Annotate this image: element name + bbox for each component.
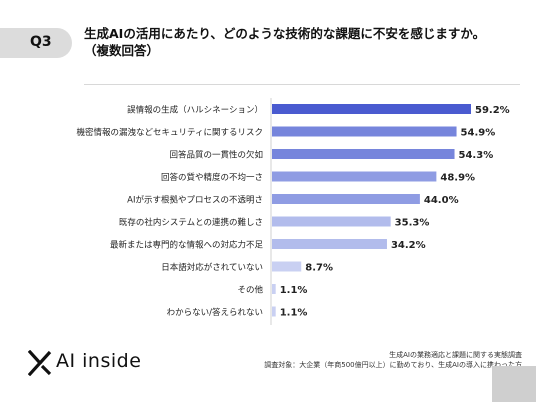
question-note: （複数回答） [84,43,160,58]
value-label: 8.7% [305,263,333,274]
survey-title: 生成AIの業務適応と課題に関する実態調査 [389,351,522,359]
value-label: 59.2% [475,105,510,116]
bar [272,261,302,272]
category-label: 機密情報の漏洩などセキュリティに関するリスク [77,127,264,138]
category-label: わからない/答えられない [167,307,263,318]
value-label: 1.1% [280,308,308,319]
category-label: 誤情報の生成（ハルシネーション） [127,105,263,116]
question-text: 生成AIの活用にあたり、どのような技術的な課題に不安を感じますか。 （複数回答） [84,25,524,59]
bar-chart: 誤情報の生成（ハルシネーション） 59.2% 機密情報の漏洩などセキュリティに関する… [77,98,510,325]
bar [272,194,420,204]
logo-text: AI inside [56,350,142,372]
survey-target-prefix: 調査対象：大企業（年商500億円以上） [264,361,390,369]
question-title: 生成AIの活用にあたり、どのような技術的な課題に不安を感じますか。 [84,26,486,41]
bar [272,171,437,182]
survey-footnote: 生成AIの業務適応と課題に関する実態調査 調査対象：大企業（年商500億円以上）… [222,350,522,380]
category-label: 回答の質や精度の不均一さ [161,172,263,183]
bar [272,104,471,114]
value-label: 1.1% [280,285,308,296]
sample-size: n=184 [222,370,522,380]
question-badge: Q3 [0,28,72,58]
survey-target: 調査対象：大企業（年商500億円以上）に勤めており、生成AIの導入に携わった方 [222,360,522,370]
category-label: その他 [237,285,263,296]
bar [272,149,455,159]
value-label: 48.9% [440,173,475,184]
value-label: 35.3% [395,218,430,229]
bar [272,126,457,137]
survey-target-suffix: に勤めており、生成AIの導入に携わった方 [389,361,522,369]
value-label: 44.0% [424,195,459,206]
category-label: 最新または専門的な情報への対応力不足 [110,240,264,251]
category-label: 日本語対応がされていない [161,262,263,273]
bar [272,216,391,227]
bar [272,284,276,294]
question-number: Q3 [30,34,52,50]
value-label: 54.3% [459,150,494,161]
category-label: 回答品質の一貫性の欠如 [169,150,263,161]
corner-decoration [492,366,536,402]
value-label: 54.9% [461,128,496,139]
bar [272,306,276,317]
ai-inside-logo-icon [28,350,52,376]
value-label: 34.2% [391,240,426,251]
category-label: 既存の社内システムとの連携の難しさ [119,217,263,228]
bar [272,239,387,249]
header-divider [84,84,520,85]
category-label: AIが示す根拠やプロセスの不透明さ [127,195,263,206]
